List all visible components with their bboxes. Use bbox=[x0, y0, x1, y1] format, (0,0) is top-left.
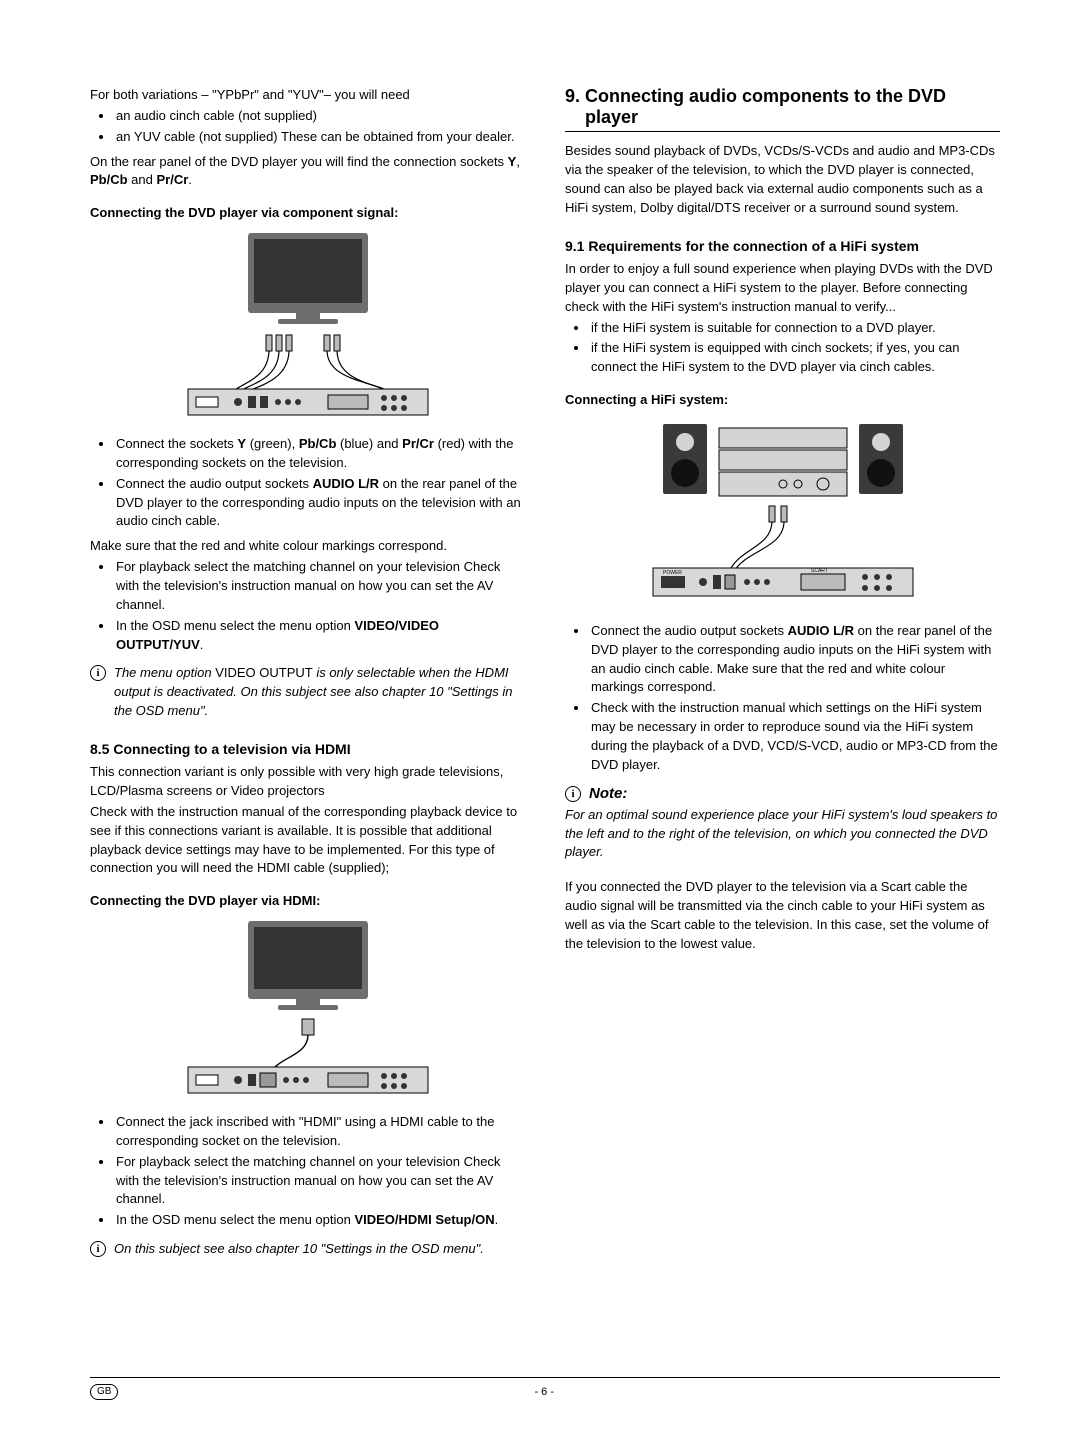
note-body: For an optimal sound experience place yo… bbox=[565, 806, 1000, 863]
left-column: For both variations – "YPbPr" and "YUV"–… bbox=[90, 86, 525, 1259]
lang-badge: GB bbox=[90, 1384, 118, 1400]
component-steps: Connect the sockets Y (green), Pb/Cb (bl… bbox=[90, 435, 525, 531]
component-steps-2: For playback select the matching channel… bbox=[90, 558, 525, 654]
list-item: In the OSD menu select the menu option V… bbox=[114, 617, 525, 655]
list-item: if the HiFi system is equipped with cinc… bbox=[589, 339, 1000, 377]
list-item: Connect the jack inscribed with "HDMI" u… bbox=[114, 1113, 525, 1151]
need-list: an audio cinch cable (not supplied) an Y… bbox=[90, 107, 525, 147]
heading-9: 9. Connecting audio components to the DV… bbox=[565, 86, 1000, 132]
make-sure-text: Make sure that the red and white colour … bbox=[90, 537, 525, 556]
info-icon: i bbox=[565, 786, 581, 802]
heading-91: 9.1 Requirements for the connection of a… bbox=[565, 236, 1000, 256]
list-item: For playback select the matching channel… bbox=[114, 1153, 525, 1210]
list-item: an audio cinch cable (not supplied) bbox=[114, 107, 525, 126]
hdmi-para2: Check with the instruction manual of the… bbox=[90, 803, 525, 878]
figure-caption: Connecting a HiFi system: bbox=[565, 391, 1000, 410]
info-note: i The menu option VIDEO OUTPUT is only s… bbox=[90, 664, 525, 721]
right-column: 9. Connecting audio components to the DV… bbox=[565, 86, 1000, 1259]
intro-text: For both variations – "YPbPr" and "YUV"–… bbox=[90, 86, 525, 105]
section91-p2: In order to enjoy a full sound experienc… bbox=[565, 260, 1000, 317]
info-icon: i bbox=[90, 665, 106, 681]
heading-85: 8.5 Connecting to a television via HDMI bbox=[90, 739, 525, 759]
list-item: an YUV cable (not supplied) These can be… bbox=[114, 128, 525, 147]
info-note: i On this subject see also chapter 10 "S… bbox=[90, 1240, 525, 1259]
figure-caption: Connecting the DVD player via HDMI: bbox=[90, 892, 525, 911]
list-item: if the HiFi system is suitable for conne… bbox=[589, 319, 1000, 338]
note-title: Note: bbox=[589, 785, 627, 802]
req-list: if the HiFi system is suitable for conne… bbox=[565, 319, 1000, 378]
page-footer: GB - 6 - bbox=[90, 1377, 1000, 1400]
figure-hdmi bbox=[90, 919, 525, 1099]
info-note: i Note: bbox=[565, 785, 1000, 802]
section9-p1: Besides sound playback of DVDs, VCDs/S-V… bbox=[565, 142, 1000, 217]
svg-text:SCART: SCART bbox=[811, 568, 828, 574]
note-text: On this subject see also chapter 10 "Set… bbox=[114, 1240, 484, 1259]
figure-component bbox=[90, 231, 525, 421]
list-item: Check with the instruction manual which … bbox=[589, 699, 1000, 774]
list-item: Connect the audio output sockets AUDIO L… bbox=[114, 475, 525, 532]
section9-p3: If you connected the DVD player to the t… bbox=[565, 878, 1000, 953]
list-item: Connect the audio output sockets AUDIO L… bbox=[589, 622, 1000, 697]
page-number: - 6 - bbox=[118, 1386, 970, 1398]
list-item: For playback select the matching channel… bbox=[114, 558, 525, 615]
list-item: Connect the sockets Y (green), Pb/Cb (bl… bbox=[114, 435, 525, 473]
figure-hifi: POWER SCART bbox=[565, 418, 1000, 608]
hifi-steps: Connect the audio output sockets AUDIO L… bbox=[565, 622, 1000, 775]
hdmi-para1: This connection variant is only possible… bbox=[90, 763, 525, 801]
hdmi-steps: Connect the jack inscribed with "HDMI" u… bbox=[90, 1113, 525, 1230]
note-text: The menu option VIDEO OUTPUT is only sel… bbox=[114, 664, 525, 721]
svg-text:POWER: POWER bbox=[663, 570, 682, 576]
info-icon: i bbox=[90, 1241, 106, 1257]
rear-panel-text: On the rear panel of the DVD player you … bbox=[90, 153, 525, 191]
figure-caption: Connecting the DVD player via component … bbox=[90, 204, 525, 223]
list-item: In the OSD menu select the menu option V… bbox=[114, 1211, 525, 1230]
